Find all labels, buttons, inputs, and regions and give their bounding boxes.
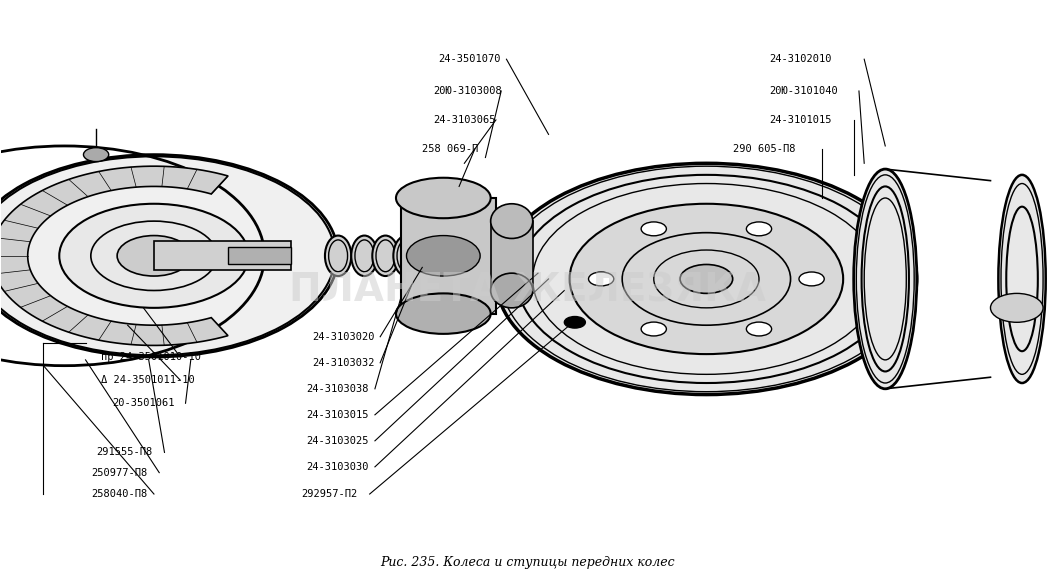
Circle shape (570, 204, 843, 354)
Text: 290 605-П8: 290 605-П8 (732, 144, 795, 154)
Bar (228, 247, 291, 264)
Circle shape (641, 322, 667, 336)
Ellipse shape (491, 204, 533, 238)
Text: 20-3501061: 20-3501061 (112, 398, 174, 408)
Ellipse shape (618, 238, 637, 273)
Text: Рис. 235. Колеса и ступицы передних колес: Рис. 235. Колеса и ступицы передних коле… (380, 556, 675, 569)
Circle shape (991, 293, 1043, 322)
Circle shape (406, 235, 480, 276)
Ellipse shape (597, 238, 616, 273)
Ellipse shape (529, 238, 548, 273)
Bar (154, 241, 291, 270)
Text: 292957-П2: 292957-П2 (302, 489, 358, 499)
Text: 24-3103015: 24-3103015 (307, 410, 369, 420)
Bar (401, 198, 496, 314)
Text: ПЛАНЕТА ЖЕЛЕЗЯКА: ПЛАНЕТА ЖЕЛЕЗЯКА (289, 271, 766, 310)
Circle shape (641, 222, 667, 236)
Circle shape (680, 264, 732, 293)
Polygon shape (0, 166, 228, 346)
Text: 20Ю-3101040: 20Ю-3101040 (769, 86, 839, 96)
Text: 291555-П8: 291555-П8 (96, 447, 152, 457)
Text: Δ 24-3501011-10: Δ 24-3501011-10 (101, 375, 195, 385)
Text: 24-3103025: 24-3103025 (307, 436, 369, 446)
Circle shape (799, 272, 824, 286)
Circle shape (117, 235, 191, 276)
Text: 250977-П8: 250977-П8 (91, 468, 147, 478)
Text: 24-3103038: 24-3103038 (307, 384, 369, 394)
Ellipse shape (491, 273, 533, 308)
Circle shape (589, 272, 614, 286)
Text: 258040-П8: 258040-П8 (91, 489, 147, 499)
Ellipse shape (372, 235, 399, 276)
Text: 24-3103020: 24-3103020 (312, 332, 375, 342)
Ellipse shape (394, 235, 420, 276)
Bar (491, 221, 533, 290)
Ellipse shape (998, 175, 1046, 383)
Ellipse shape (325, 235, 351, 276)
Ellipse shape (576, 238, 595, 273)
Text: 24-3103030: 24-3103030 (307, 462, 369, 472)
Text: пр 24-3501010-10: пр 24-3501010-10 (101, 352, 202, 362)
Ellipse shape (853, 169, 917, 389)
Text: 24-3102010: 24-3102010 (769, 54, 832, 64)
Circle shape (746, 322, 771, 336)
Text: 24-3103032: 24-3103032 (312, 358, 375, 368)
Ellipse shape (555, 238, 574, 273)
Text: 20Ю-3103008: 20Ю-3103008 (433, 86, 501, 96)
Ellipse shape (351, 235, 378, 276)
Circle shape (746, 222, 771, 236)
Text: 24-3103065: 24-3103065 (433, 115, 495, 125)
Ellipse shape (396, 178, 491, 218)
Circle shape (83, 148, 109, 162)
Circle shape (59, 204, 249, 308)
Text: 258 069-П: 258 069-П (422, 144, 479, 154)
Circle shape (496, 163, 917, 394)
Circle shape (564, 317, 586, 328)
Circle shape (0, 155, 338, 357)
Text: 24-3101015: 24-3101015 (769, 115, 832, 125)
Text: 24-3501070: 24-3501070 (438, 54, 500, 64)
Ellipse shape (396, 293, 491, 334)
